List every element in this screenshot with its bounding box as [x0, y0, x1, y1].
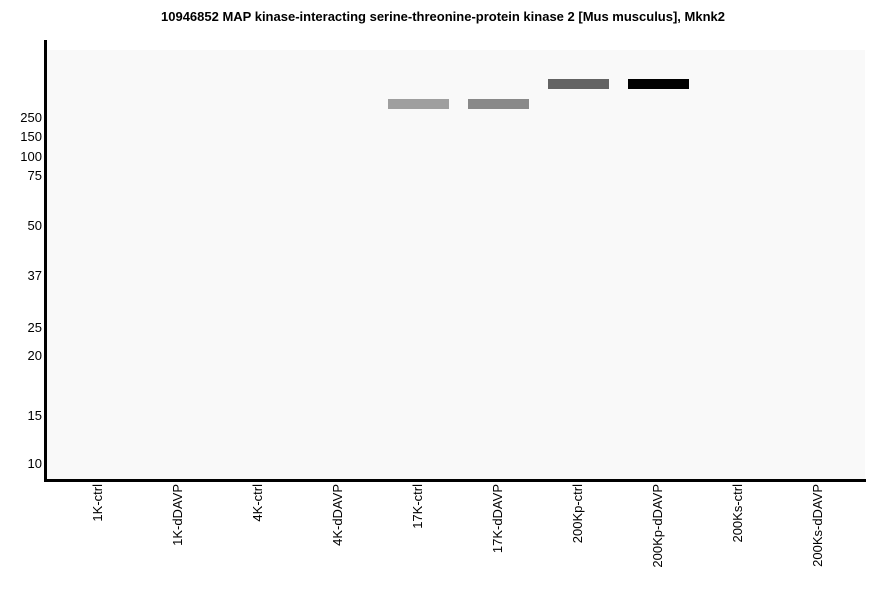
mw-marker-label: 250: [20, 110, 42, 125]
gel-band: [467, 99, 529, 109]
mw-marker-label: 100: [20, 149, 42, 164]
mw-marker-label: 10: [27, 456, 42, 471]
y-axis-line: [44, 40, 47, 482]
lane-label: 200Kp-dDAVP: [650, 484, 665, 568]
gel-band: [627, 79, 689, 89]
lane-label: 200Kp-ctrl: [570, 484, 585, 544]
lane-label: 200Ks-dDAVP: [810, 484, 825, 567]
lane-label: 1K-ctrl: [90, 484, 105, 522]
mw-marker-label: 75: [27, 168, 42, 183]
gel-band: [387, 99, 449, 109]
plot-area: [47, 50, 865, 479]
lane-label: 4K-ctrl: [250, 484, 265, 522]
lane-label: 1K-dDAVP: [170, 484, 185, 546]
x-axis-line: [44, 479, 866, 482]
gel-band: [547, 79, 609, 89]
lane-label: 4K-dDAVP: [330, 484, 345, 546]
lane-label: 17K-ctrl: [410, 484, 425, 529]
lane-label: 200Ks-ctrl: [730, 484, 745, 543]
mw-marker-label: 150: [20, 129, 42, 144]
mw-marker-label: 25: [27, 320, 42, 335]
mw-marker-label: 15: [27, 408, 42, 423]
chart-title: 10946852 MAP kinase-interacting serine-t…: [161, 9, 725, 24]
mw-marker-label: 37: [27, 268, 42, 283]
lane-label: 17K-dDAVP: [490, 484, 505, 554]
mw-marker-label: 50: [27, 218, 42, 233]
mw-marker-label: 20: [27, 348, 42, 363]
